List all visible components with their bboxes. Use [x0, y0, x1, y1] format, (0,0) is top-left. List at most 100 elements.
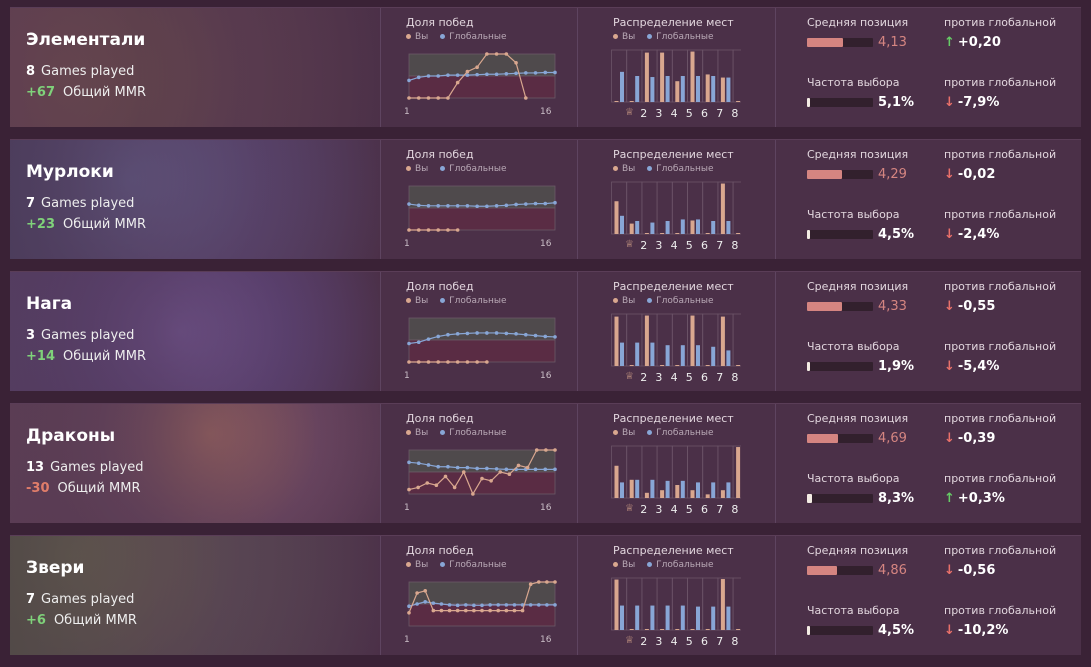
- placement-distribution-chart[interactable]: [611, 180, 741, 238]
- global-placement-bar: [635, 221, 640, 234]
- tribe-art: [10, 140, 380, 259]
- avg-vs-global: ↑ +0,20: [944, 35, 1001, 50]
- pick-rate-label: Частота выбора: [807, 76, 900, 89]
- global-winrate-point: [543, 467, 548, 472]
- placement-column: [671, 181, 688, 235]
- games-count: 7: [26, 196, 36, 211]
- placement-label-7: 7: [716, 107, 724, 120]
- tribe-card[interactable]: Драконы 13 Games played -30 Общий MMR Доля…: [10, 403, 1081, 523]
- legend-global-label: Глобальные: [449, 428, 507, 438]
- legend-you-dot: [406, 298, 411, 303]
- your-placement-bar: [720, 579, 725, 630]
- placement-label-3: 3: [655, 107, 663, 120]
- tribe-card[interactable]: Мурлоки 7 Games played +23 Общий MMR Доля …: [10, 139, 1081, 259]
- winrate-title: Доля побед: [406, 16, 474, 29]
- your-winrate-point: [488, 608, 492, 613]
- global-placement-bar: [620, 342, 624, 366]
- distribution-title: Распределение мест: [613, 148, 734, 161]
- games-played-label: Games played: [41, 592, 135, 607]
- global-winrate-point: [472, 603, 476, 608]
- pick-vs-global: ↓ -7,9%: [944, 95, 999, 110]
- avg-vs-global-label: против глобальной: [944, 16, 1057, 29]
- legend-global-dot: [440, 166, 446, 171]
- global-placement-bar: [665, 76, 670, 102]
- tribe-card[interactable]: Нага 3 Games played +14 Общий MMR Доля поб…: [10, 271, 1081, 391]
- global-winrate-point: [514, 332, 518, 336]
- pick-vs-global-value: -5,4%: [957, 359, 1000, 374]
- your-placement-bar: [675, 365, 680, 366]
- games-played-row: 7 Games played: [26, 196, 134, 211]
- winrate-chart[interactable]: [406, 312, 558, 368]
- your-winrate-point: [516, 463, 521, 468]
- section-divider: [577, 404, 578, 523]
- pick-trend-icon: ↑: [944, 491, 955, 506]
- global-winrate-line: [408, 461, 555, 470]
- your-placement-bar: [660, 52, 665, 102]
- mmr-label: Общий MMR: [57, 481, 141, 496]
- your-placement-bar: [614, 316, 619, 366]
- your-winrate-point: [498, 470, 503, 474]
- avg-position-bar: [807, 38, 873, 47]
- winrate-chart[interactable]: [406, 48, 558, 104]
- games-count: 13: [26, 460, 45, 475]
- your-winrate-point: [426, 360, 431, 364]
- your-winrate-point: [407, 228, 411, 232]
- your-winrate-point: [504, 608, 509, 613]
- global-winrate-point: [494, 72, 499, 77]
- placement-label-8: 8: [731, 635, 739, 648]
- global-winrate-point: [543, 334, 548, 339]
- placement-distribution-chart[interactable]: [611, 444, 741, 502]
- global-placement-bar: [696, 606, 700, 630]
- avg-position-bar: [807, 302, 873, 311]
- your-placement-bar: [629, 365, 634, 366]
- your-placement-bar: [629, 101, 634, 102]
- your-winrate-point: [431, 608, 436, 613]
- placement-distribution-chart[interactable]: [611, 576, 741, 634]
- your-placement-bar: [736, 629, 741, 630]
- tribe-art: [10, 404, 380, 523]
- placement-label-3: 3: [655, 635, 663, 648]
- global-winrate-point: [524, 202, 528, 206]
- pick-trend-icon: ↓: [944, 227, 955, 242]
- placement-distribution-chart[interactable]: [611, 48, 741, 106]
- your-winrate-point: [407, 360, 411, 364]
- tribe-card[interactable]: Звери 7 Games played +6 Общий MMR Доля поб…: [10, 535, 1081, 655]
- your-winrate-point: [416, 485, 420, 490]
- global-winrate-point: [494, 331, 499, 335]
- winrate-tick-start: 1: [404, 371, 410, 381]
- avg-trend-icon: ↓: [944, 563, 955, 578]
- legend-you-label: Вы: [415, 296, 429, 306]
- winrate-lower-band: [408, 207, 556, 231]
- placement-column: [732, 181, 741, 235]
- avg-vs-global-value: -0,55: [957, 299, 996, 314]
- global-winrate-point: [436, 334, 440, 339]
- placement-column: [702, 49, 719, 103]
- global-winrate-point: [533, 333, 538, 338]
- placement-label-3: 3: [655, 239, 663, 252]
- your-placement-bar: [614, 465, 619, 498]
- mmr-row: +23 Общий MMR: [26, 217, 146, 232]
- avg-vs-global-value: -0,02: [957, 167, 996, 182]
- your-winrate-point: [455, 228, 460, 232]
- trophy-icon: ♕: [625, 239, 634, 250]
- winrate-chart[interactable]: [406, 576, 558, 632]
- your-winrate-point: [544, 448, 548, 452]
- global-winrate-point: [416, 461, 421, 465]
- winrate-chart[interactable]: [406, 180, 558, 236]
- winrate-lower-band: [408, 471, 556, 495]
- placement-label-2: 2: [640, 107, 648, 120]
- legend-you-dot: [613, 430, 618, 435]
- global-placement-bar: [696, 219, 700, 234]
- tribe-card[interactable]: Элементали 8 Games played +67 Общий MMR До…: [10, 7, 1081, 127]
- global-winrate-point: [407, 460, 411, 465]
- placement-distribution-chart[interactable]: [611, 312, 741, 370]
- your-placement-bar: [614, 579, 619, 630]
- global-winrate-point: [504, 467, 509, 472]
- winrate-chart[interactable]: [406, 444, 558, 500]
- mmr-delta: +23: [26, 217, 55, 232]
- placement-column: [702, 445, 719, 499]
- global-winrate-line: [408, 71, 555, 81]
- your-placement-bar: [644, 52, 649, 102]
- your-winrate-point: [447, 608, 452, 613]
- legend-global-dot: [647, 430, 653, 435]
